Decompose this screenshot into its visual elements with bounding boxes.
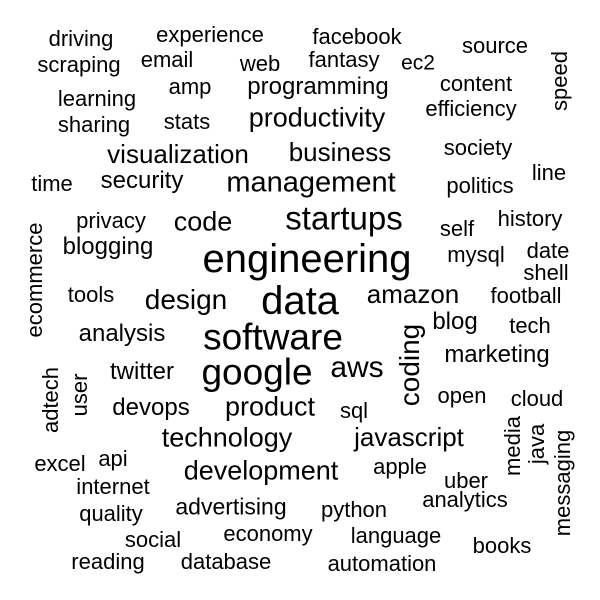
word-history: history [497, 206, 563, 231]
word-economy: economy [223, 521, 313, 546]
word-self: self [439, 216, 475, 241]
word-visualization: visualization [107, 139, 249, 169]
word-aws: aws [330, 351, 384, 384]
word-football: football [490, 283, 562, 308]
word-experience: experience [156, 22, 264, 47]
word-internet: internet [76, 474, 150, 499]
word-amp: amp [168, 74, 212, 99]
word-books: books [472, 533, 532, 558]
word-stats: stats [163, 109, 211, 134]
word-design: design [144, 284, 228, 315]
word-reading: reading [71, 549, 145, 574]
word-google: google [201, 351, 313, 393]
word-blogging: blogging [62, 233, 154, 260]
word-time: time [31, 171, 73, 196]
word-sql: sql [339, 398, 369, 423]
word-technology: technology [161, 422, 293, 453]
word-software: software [203, 316, 343, 358]
word-marketing: marketing [444, 341, 550, 368]
word-business: business [288, 137, 392, 167]
word-date: date [526, 238, 570, 263]
word-web: web [239, 51, 281, 76]
word-management: management [226, 166, 396, 199]
word-social: social [124, 527, 182, 552]
word-privacy: privacy [76, 208, 146, 233]
word-media: media [500, 416, 525, 476]
word-advertising: advertising [175, 493, 287, 520]
word-facebook: facebook [312, 24, 402, 49]
word-python: python [320, 497, 388, 522]
word-coding: coding [394, 323, 425, 407]
word-data: data [261, 279, 339, 323]
word-learning: learning [57, 86, 137, 111]
word-product: product [224, 391, 316, 422]
word-cloud: cloud [510, 386, 564, 411]
word-javascript: javascript [354, 422, 464, 452]
word-twitter: twitter [109, 358, 175, 385]
word-excel: excel [34, 451, 86, 476]
word-apple: apple [373, 454, 427, 479]
word-user: user [67, 373, 92, 417]
word-content: content [439, 71, 513, 96]
word-driving: driving [48, 26, 114, 51]
word-efficiency: efficiency [425, 96, 517, 121]
word-open: open [437, 383, 487, 408]
word-politics: politics [446, 173, 514, 198]
word-ec2: ec2 [401, 51, 435, 75]
word-tools: tools [67, 282, 115, 307]
word-startups: startups [285, 199, 403, 237]
word-productivity: productivity [248, 102, 386, 133]
word-shell: shell [523, 260, 569, 285]
word-ecommerce: ecommerce [22, 222, 47, 338]
word-code: code [173, 206, 233, 237]
word-society: society [443, 135, 513, 160]
word-programming: programming [247, 73, 389, 100]
word-quality: quality [79, 501, 143, 526]
word-uber: uber [443, 468, 489, 493]
word-line: line [531, 160, 567, 185]
word-blog: blog [432, 308, 478, 335]
word-engineering: engineering [202, 237, 412, 281]
word-analytics: analytics [422, 487, 508, 512]
word-analysis: analysis [78, 320, 166, 347]
word-automation: automation [327, 551, 437, 576]
word-development: development [183, 455, 339, 486]
word-speed: speed [547, 51, 572, 111]
word-amazon: amazon [366, 279, 460, 309]
word-adtech: adtech [38, 366, 63, 434]
word-java: java [524, 423, 549, 465]
word-database: database [180, 549, 272, 574]
word-language: language [350, 523, 442, 548]
word-scraping: scraping [37, 52, 121, 77]
word-devops: devops [112, 394, 190, 421]
word-source: source [461, 33, 529, 58]
word-api: api [98, 446, 128, 471]
word-fantasy: fantasy [308, 47, 380, 72]
word-messaging: messaging [550, 429, 575, 537]
word-sharing: sharing [57, 112, 131, 137]
word-email: email [140, 47, 194, 72]
word-tech: tech [509, 313, 551, 338]
word-security: security [100, 167, 184, 194]
word-mysql: mysql [447, 242, 505, 267]
